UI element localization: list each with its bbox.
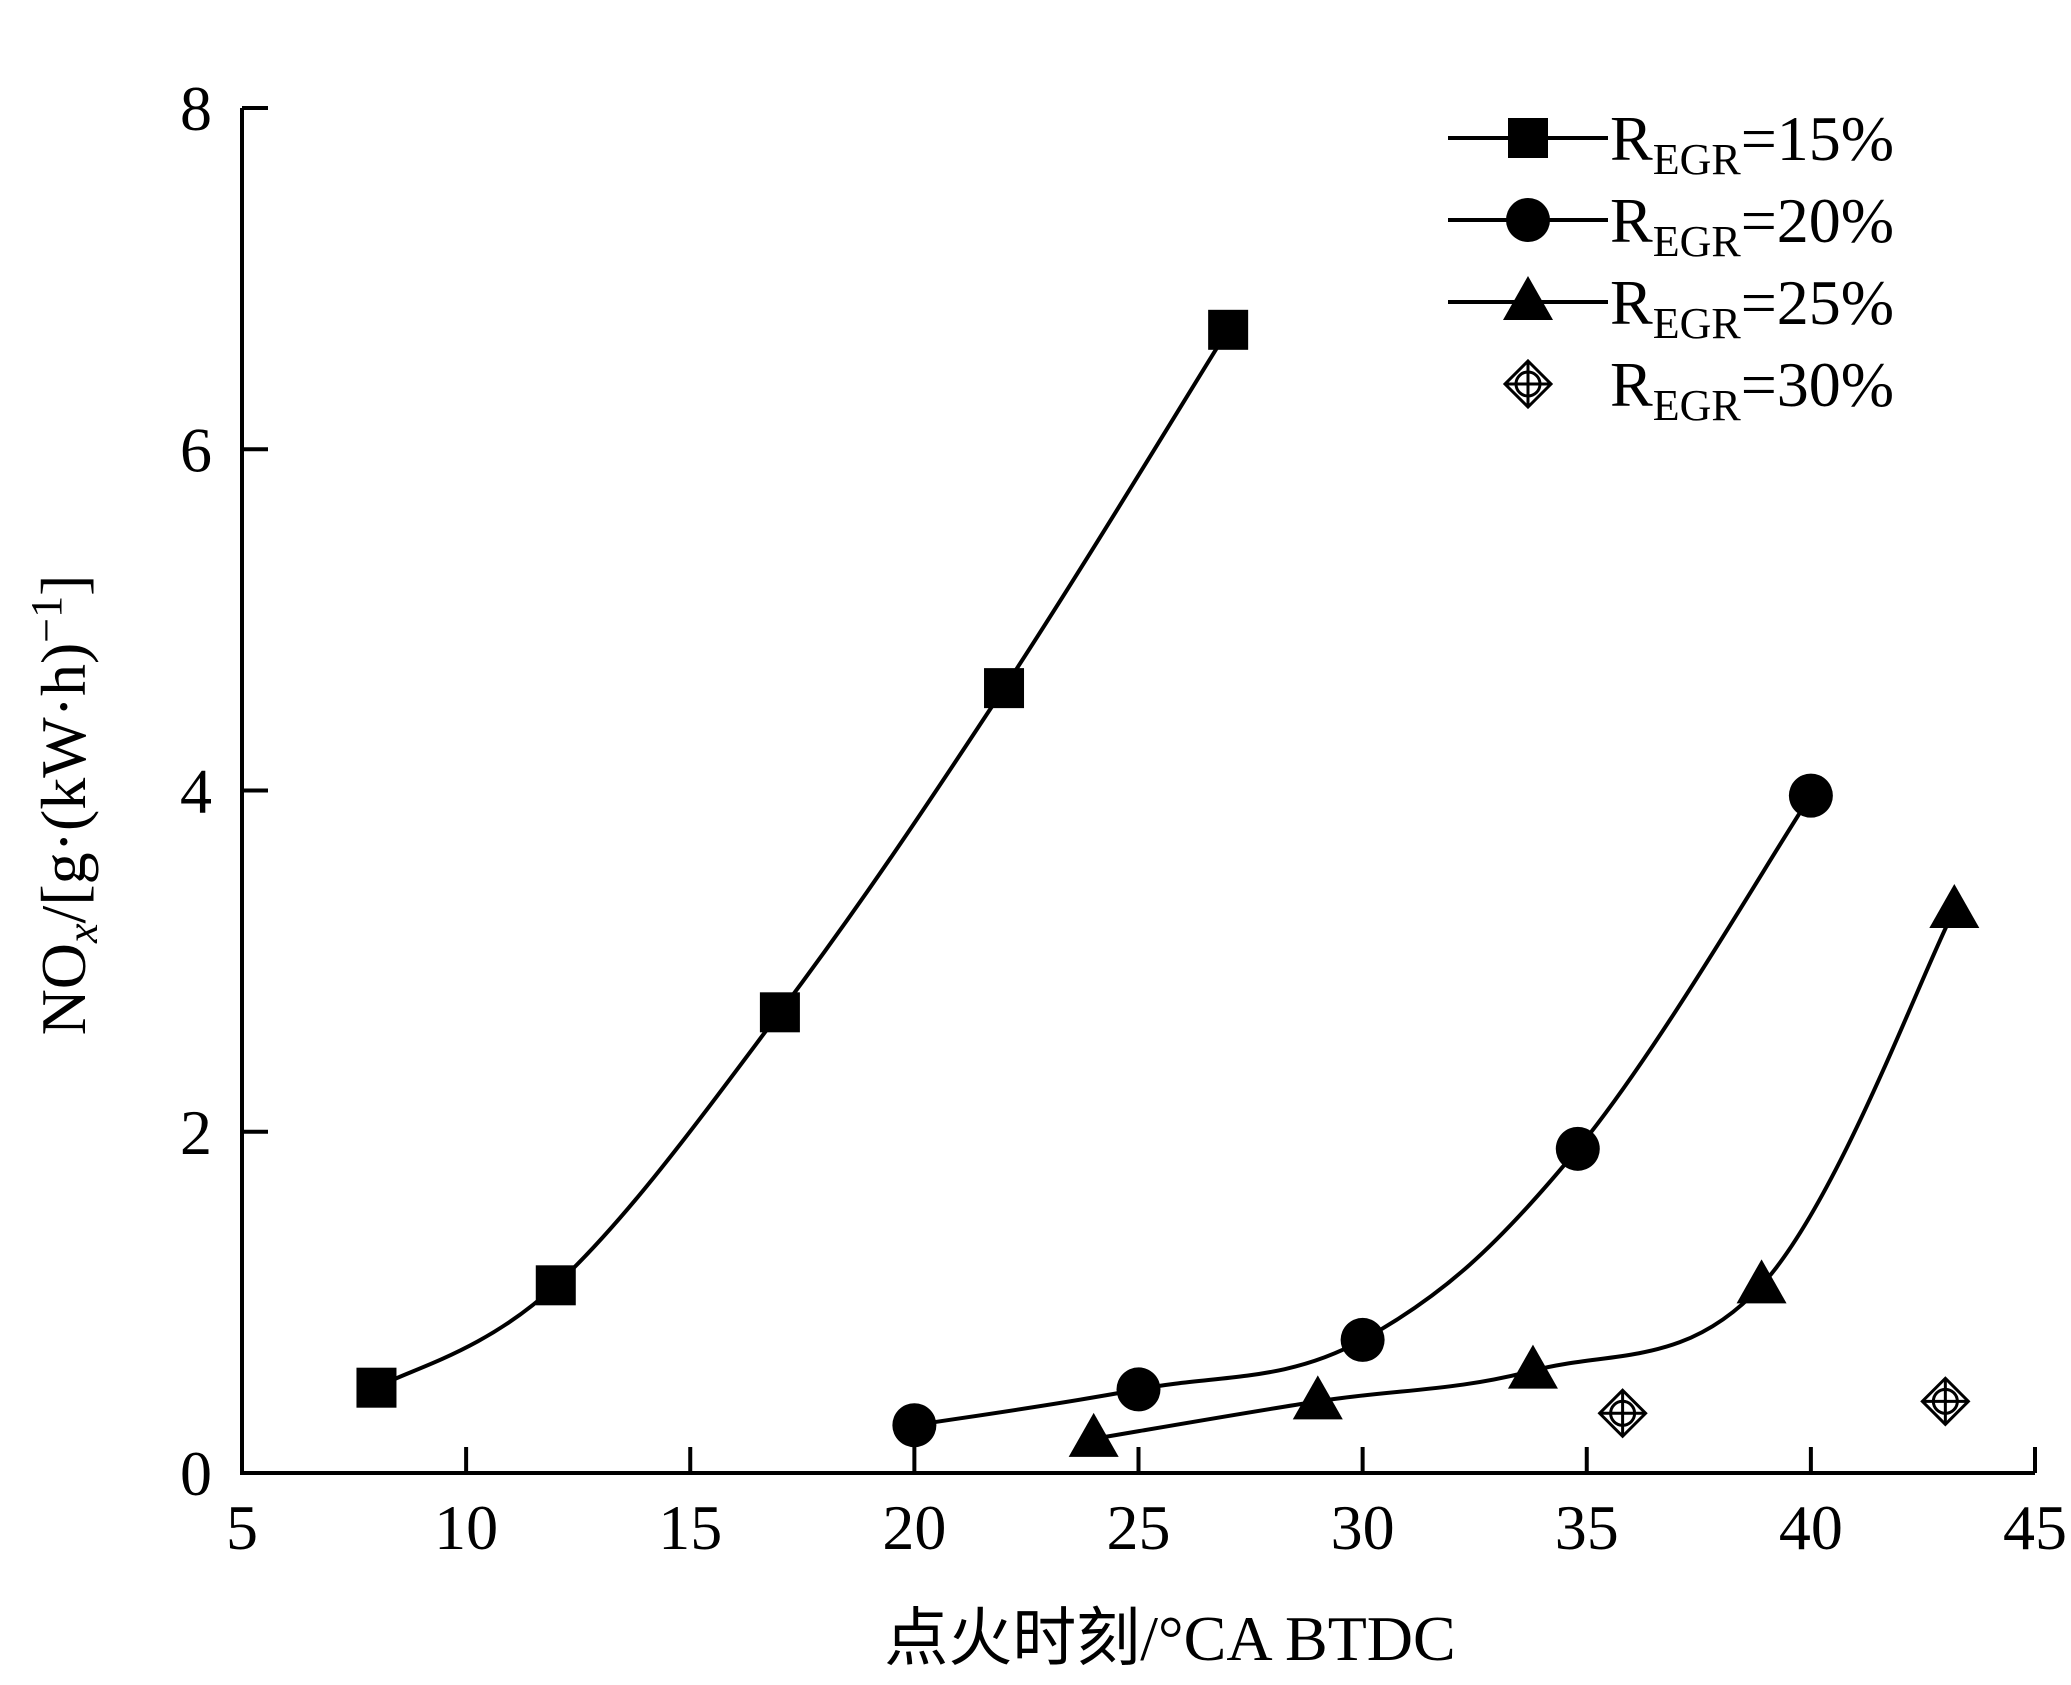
- fit-curves: [375, 328, 1957, 1441]
- data-point-series-4: [1920, 1376, 1971, 1427]
- data-point-series-2: [892, 1403, 937, 1448]
- axes: 5 10 15 20 25 30 35 40 45 0 2 4 6 8: [180, 73, 2067, 1563]
- data-point-series-2: [1555, 1126, 1600, 1171]
- legend-label: REGR=25%: [1610, 267, 1894, 348]
- x-tick-label: 25: [1107, 1492, 1171, 1563]
- x-tick-label: 20: [882, 1492, 946, 1563]
- legend-item-2: REGR=20%: [1448, 185, 1894, 266]
- x-tick-label: 40: [1779, 1492, 1843, 1563]
- data-point-series-2: [1116, 1367, 1161, 1412]
- legend-marker: [1503, 276, 1553, 320]
- data-point-series-4: [1597, 1388, 1648, 1439]
- y-tick-label: 4: [180, 756, 212, 827]
- series-line-3: [1093, 909, 1957, 1441]
- data-point-series-2: [1788, 773, 1833, 818]
- legend-label: REGR=30%: [1610, 349, 1894, 430]
- series-line-2: [914, 794, 1813, 1428]
- x-tick-label: 45: [2003, 1492, 2067, 1563]
- data-point-series-3: [1929, 883, 1980, 928]
- legend: REGR=15%REGR=20%REGR=25%REGR=30%: [1448, 103, 1894, 430]
- y-tick-label: 0: [180, 1438, 212, 1509]
- y-axis-title: NOx/[g·(kW·h)−1]: [22, 575, 107, 1036]
- data-point-series-2: [1340, 1317, 1385, 1362]
- x-tick-label: 15: [658, 1492, 722, 1563]
- legend-marker: [1508, 118, 1548, 158]
- legend-marker: [1502, 358, 1554, 410]
- x-tick-label: 35: [1555, 1492, 1619, 1563]
- series-line-1: [375, 328, 1230, 1390]
- legend-label: REGR=20%: [1610, 185, 1894, 266]
- x-axis-title: 点火时刻/°CA BTDC: [884, 1603, 1455, 1674]
- data-point-series-1: [984, 668, 1025, 709]
- y-tick-label: 8: [180, 73, 212, 144]
- legend-item-3: REGR=25%: [1448, 267, 1894, 348]
- x-tick-label: 30: [1331, 1492, 1395, 1563]
- x-tick-label: 10: [434, 1492, 498, 1563]
- data-point-series-1: [1208, 309, 1249, 350]
- data-point-series-1: [356, 1367, 397, 1408]
- y-tick-label: 2: [180, 1097, 212, 1168]
- legend-label: REGR=15%: [1610, 103, 1894, 184]
- legend-item-4: REGR=30%: [1502, 349, 1894, 430]
- data-point-series-3: [1292, 1375, 1343, 1420]
- x-tick-label: 5: [226, 1492, 258, 1563]
- data-point-series-3: [1736, 1259, 1787, 1304]
- legend-marker: [1506, 198, 1550, 242]
- data-point-series-3: [1068, 1412, 1119, 1457]
- legend-item-1: REGR=15%: [1448, 103, 1894, 184]
- y-tick-label: 6: [180, 414, 212, 485]
- data-point-series-1: [759, 992, 800, 1033]
- data-markers: [356, 309, 1980, 1457]
- data-point-series-3: [1507, 1344, 1558, 1389]
- data-point-series-1: [535, 1265, 576, 1306]
